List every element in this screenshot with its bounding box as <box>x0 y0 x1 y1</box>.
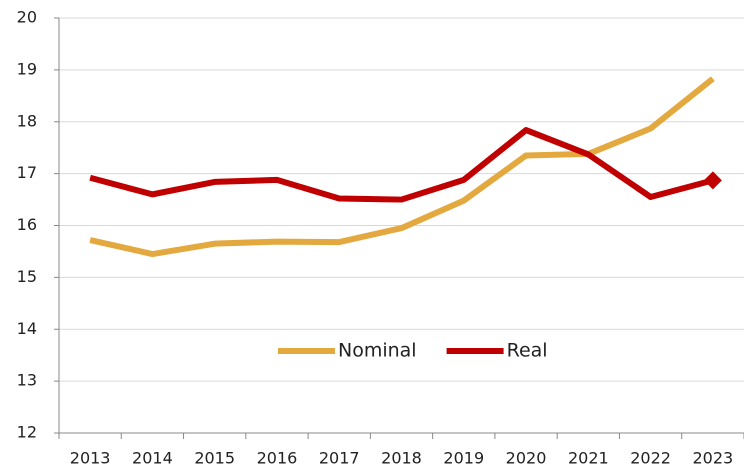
x-tick-label: 2019 <box>443 449 484 467</box>
y-tick-label: 12 <box>17 423 37 442</box>
legend-label: Real <box>507 340 548 362</box>
x-tick-label: 2021 <box>568 449 609 467</box>
x-tick-label: 2020 <box>506 449 547 467</box>
x-tick-label: 2022 <box>630 449 671 467</box>
x-tick-label: 2018 <box>381 449 422 467</box>
legend-label: Nominal <box>338 340 417 362</box>
y-tick-label: 14 <box>17 319 37 338</box>
x-tick-label: 2014 <box>132 449 173 467</box>
end-marker <box>703 171 722 190</box>
y-tick-label: 13 <box>17 371 37 390</box>
series-line <box>89 76 715 258</box>
y-tick-label: 16 <box>17 215 37 234</box>
y-tick-label: 18 <box>17 111 37 130</box>
y-tick-label: 20 <box>17 8 37 27</box>
series-line <box>89 127 714 203</box>
x-tick-label: 2023 <box>693 449 734 467</box>
y-tick-label: 15 <box>17 267 37 286</box>
y-tick-label: 19 <box>17 59 37 78</box>
x-tick-label: 2015 <box>194 449 235 467</box>
x-tick-label: 2013 <box>70 449 111 467</box>
x-tick-label: 2017 <box>319 449 360 467</box>
y-tick-label: 17 <box>17 163 37 182</box>
x-tick-label: 2016 <box>257 449 298 467</box>
